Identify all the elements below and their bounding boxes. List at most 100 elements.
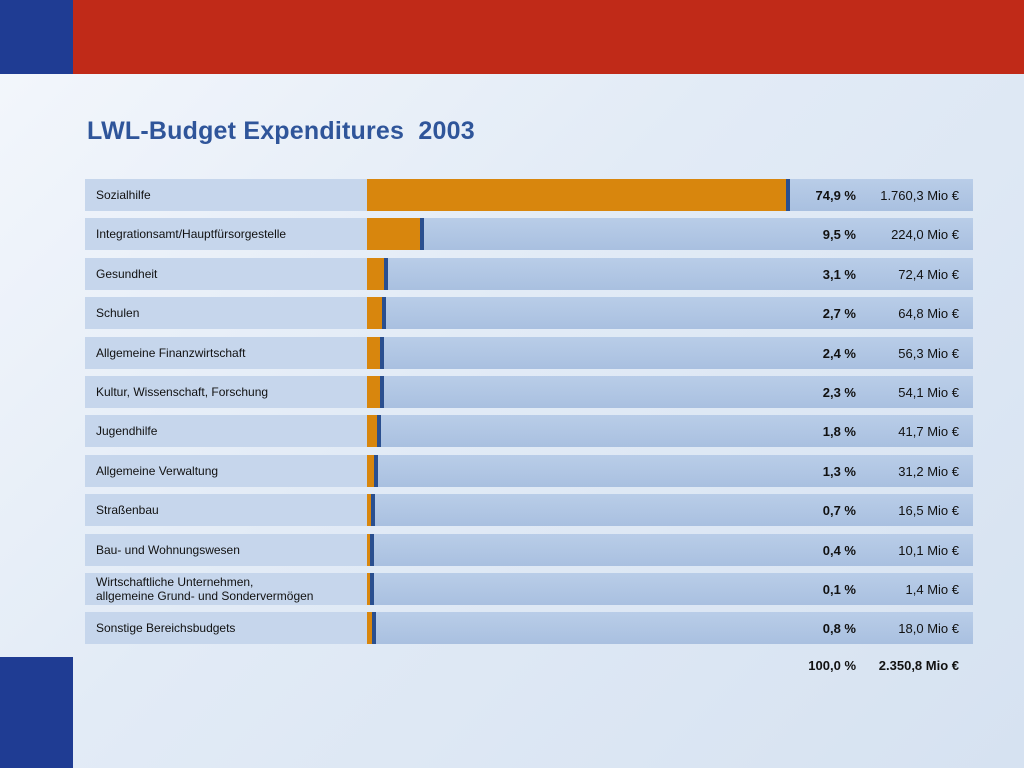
total-amount: 2.350,8 Mio € [878, 658, 959, 673]
category-label: Straßenbau [96, 503, 159, 517]
bar [367, 612, 372, 644]
amount-label: 1.760,3 Mio € [880, 187, 959, 203]
chart-row: Gesundheit 3,1 % 72,4 Mio € [85, 258, 973, 290]
percent-label: 2,7 % [822, 305, 856, 321]
bar [367, 258, 385, 290]
bar-end-cap [377, 415, 382, 447]
percent-label: 0,1 % [822, 581, 856, 597]
row-label-cell: Allgemeine Finanzwirtschaft [85, 337, 367, 369]
category-label: Jugendhilfe [96, 424, 158, 438]
category-label: Kultur, Wissenschaft, Forschung [96, 385, 269, 399]
bar [367, 297, 383, 329]
chart-row: Kultur, Wissenschaft, Forschung 2,3 % 54,1… [85, 376, 973, 408]
category-label: Integrationsamt/Hauptfürsorgestelle [96, 227, 287, 241]
chart-row: Wirtschaftliche Unternehmen, allgemeine … [85, 573, 973, 605]
row-label-cell: Jugendhilfe [85, 415, 367, 447]
amount-label: 72,4 Mio € [898, 266, 959, 282]
percent-label: 0,7 % [822, 502, 856, 518]
bar-track [367, 376, 973, 408]
bar [367, 534, 370, 566]
percent-label: 3,1 % [822, 266, 856, 282]
category-label: Allgemeine Finanzwirtschaft [96, 346, 246, 360]
bar [367, 337, 381, 369]
chart-row: Sozialhilfe 74,9 % 1.760,3 Mio € [85, 179, 973, 211]
header-red-band [0, 0, 1024, 74]
row-label-cell: Gesundheit [85, 258, 367, 290]
chart-row: Bau- und Wohnungswesen 0,4 % 10,1 Mio € [85, 534, 973, 566]
footer-blue-block [0, 657, 73, 768]
bar [367, 494, 371, 526]
amount-label: 64,8 Mio € [898, 305, 959, 321]
row-label-cell: Sozialhilfe [85, 179, 367, 211]
bar-track [367, 573, 973, 605]
bar-end-cap [382, 297, 387, 329]
amount-label: 31,2 Mio € [898, 463, 959, 479]
percent-label: 9,5 % [822, 226, 856, 242]
bar [367, 455, 375, 487]
category-label: Wirtschaftliche Unternehmen, allgemeine … [96, 575, 314, 603]
chart-row: Sonstige Bereichsbudgets 0,8 % 18,0 Mio € [85, 612, 973, 644]
row-label-cell: Bau- und Wohnungswesen [85, 534, 367, 566]
category-label: Gesundheit [96, 267, 158, 281]
category-label: Sonstige Bereichsbudgets [96, 621, 236, 635]
amount-label: 54,1 Mio € [898, 384, 959, 400]
bar [367, 573, 370, 605]
amount-label: 56,3 Mio € [898, 345, 959, 361]
bar-end-cap [374, 455, 379, 487]
page-title: LWL-Budget Expenditures 2003 [87, 117, 475, 145]
category-label: Sozialhilfe [96, 188, 151, 202]
chart-row: Schulen 2,7 % 64,8 Mio € [85, 297, 973, 329]
bar-track [367, 455, 973, 487]
percent-label: 2,4 % [822, 345, 856, 361]
row-label-cell: Straßenbau [85, 494, 367, 526]
bar-track [367, 218, 973, 250]
bar-end-cap [384, 258, 389, 290]
row-label-cell: Allgemeine Verwaltung [85, 455, 367, 487]
amount-label: 18,0 Mio € [898, 620, 959, 636]
bar-end-cap [379, 376, 384, 408]
percent-label: 1,3 % [822, 463, 856, 479]
bar-end-cap [380, 337, 385, 369]
bar-end-cap [786, 179, 791, 211]
category-label: Allgemeine Verwaltung [96, 464, 219, 478]
row-label-cell: Schulen [85, 297, 367, 329]
chart-row: Jugendhilfe 1,8 % 41,7 Mio € [85, 415, 973, 447]
bar-track [367, 337, 973, 369]
chart-row: Straßenbau 0,7 % 16,5 Mio € [85, 494, 973, 526]
bar-track [367, 179, 973, 211]
percent-label: 74,9 % [815, 187, 856, 203]
bar-track [367, 494, 973, 526]
amount-label: 10,1 Mio € [898, 542, 959, 558]
bar-end-cap [420, 218, 425, 250]
category-label: Bau- und Wohnungswesen [96, 543, 240, 557]
row-label-cell: Integrationsamt/Hauptfürsorgestelle [85, 218, 367, 250]
row-label-cell: Sonstige Bereichsbudgets [85, 612, 367, 644]
header-blue-block [0, 0, 73, 74]
bar [367, 179, 787, 211]
bar-end-cap [370, 534, 374, 566]
chart-row: Allgemeine Finanzwirtschaft 2,4 % 56,3 Mio… [85, 337, 973, 369]
amount-label: 41,7 Mio € [898, 423, 959, 439]
bar-track [367, 297, 973, 329]
bar-end-cap [371, 612, 376, 644]
bar-track [367, 534, 973, 566]
category-label: Schulen [96, 306, 140, 320]
amount-label: 224,0 Mio € [891, 226, 959, 242]
amount-label: 1,4 Mio € [905, 581, 959, 597]
percent-label: 0,4 % [822, 542, 856, 558]
percent-label: 1,8 % [822, 423, 856, 439]
bar-track [367, 258, 973, 290]
total-percent: 100,0 % [808, 658, 856, 673]
bar [367, 376, 380, 408]
bar [367, 415, 378, 447]
bar-track [367, 612, 973, 644]
row-label-cell: Kultur, Wissenschaft, Forschung [85, 376, 367, 408]
bar-track [367, 415, 973, 447]
row-label-cell: Wirtschaftliche Unternehmen, allgemeine … [85, 573, 367, 605]
percent-label: 2,3 % [822, 384, 856, 400]
percent-label: 0,8 % [822, 620, 856, 636]
bar [367, 218, 421, 250]
chart-row: Integrationsamt/Hauptfürsorgestelle 9,5 %… [85, 218, 973, 250]
bar-end-cap [370, 573, 374, 605]
